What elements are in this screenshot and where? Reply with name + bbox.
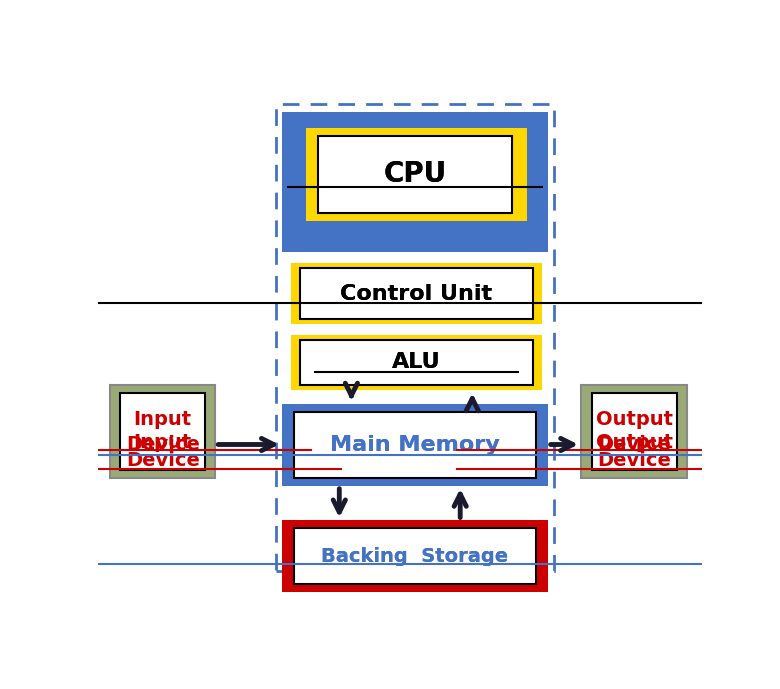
FancyBboxPatch shape — [294, 528, 536, 584]
Text: Main Memory: Main Memory — [330, 435, 500, 455]
Text: CPU: CPU — [383, 160, 446, 188]
FancyBboxPatch shape — [120, 393, 205, 470]
FancyBboxPatch shape — [291, 335, 542, 391]
FancyBboxPatch shape — [592, 393, 676, 470]
FancyBboxPatch shape — [294, 411, 536, 478]
Text: Device: Device — [597, 451, 672, 471]
Text: Main Memory: Main Memory — [330, 435, 500, 455]
FancyBboxPatch shape — [300, 268, 533, 319]
Text: ALU: ALU — [392, 352, 441, 372]
Text: Input
Device: Input Device — [126, 410, 200, 454]
Text: Backing  Storage: Backing Storage — [321, 547, 509, 566]
FancyBboxPatch shape — [300, 340, 533, 385]
FancyBboxPatch shape — [581, 385, 687, 478]
Text: Control Unit: Control Unit — [340, 284, 492, 304]
Text: Device: Device — [126, 451, 200, 471]
Text: Input: Input — [133, 433, 192, 452]
Text: Output
Device: Output Device — [596, 410, 673, 454]
Text: Control Unit: Control Unit — [340, 284, 492, 304]
FancyBboxPatch shape — [291, 263, 542, 324]
FancyBboxPatch shape — [109, 385, 215, 478]
FancyBboxPatch shape — [282, 112, 548, 252]
Text: Output: Output — [596, 433, 673, 452]
Text: Backing  Storage: Backing Storage — [321, 547, 509, 566]
FancyBboxPatch shape — [318, 136, 512, 213]
Text: ALU: ALU — [392, 352, 441, 372]
FancyBboxPatch shape — [282, 404, 548, 486]
Text: CPU: CPU — [383, 160, 446, 188]
FancyBboxPatch shape — [306, 127, 526, 220]
FancyBboxPatch shape — [282, 520, 548, 592]
